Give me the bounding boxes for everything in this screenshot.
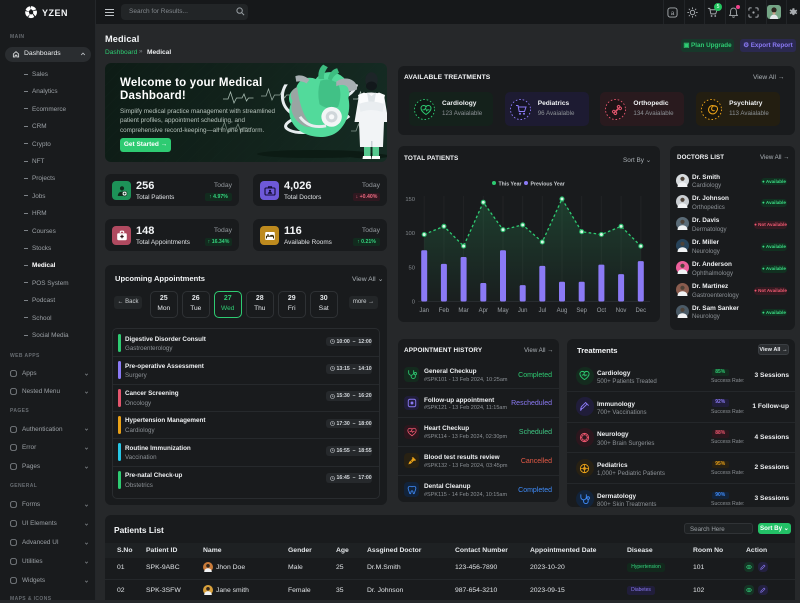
svg-text:150: 150 xyxy=(405,197,415,203)
svg-text:Dec: Dec xyxy=(635,308,646,314)
svg-text:100: 100 xyxy=(405,231,415,237)
svg-text:Apr: Apr xyxy=(479,308,488,314)
svg-text:Mar: Mar xyxy=(458,308,468,314)
svg-text:This Year: This Year xyxy=(499,181,522,187)
svg-text:Jan: Jan xyxy=(419,308,429,314)
svg-text:May: May xyxy=(497,308,508,314)
svg-text:Jul: Jul xyxy=(538,308,546,314)
svg-text:50: 50 xyxy=(409,265,415,271)
svg-text:Jun: Jun xyxy=(518,308,528,314)
svg-text:Previous Year: Previous Year xyxy=(531,181,565,187)
svg-text:a: a xyxy=(671,9,675,16)
svg-text:Sep: Sep xyxy=(576,308,587,314)
svg-text:Oct: Oct xyxy=(597,308,607,314)
svg-text:Feb: Feb xyxy=(439,308,450,314)
svg-text:Aug: Aug xyxy=(557,308,568,314)
svg-text:0: 0 xyxy=(412,300,415,306)
svg-text:Nov: Nov xyxy=(616,308,627,314)
